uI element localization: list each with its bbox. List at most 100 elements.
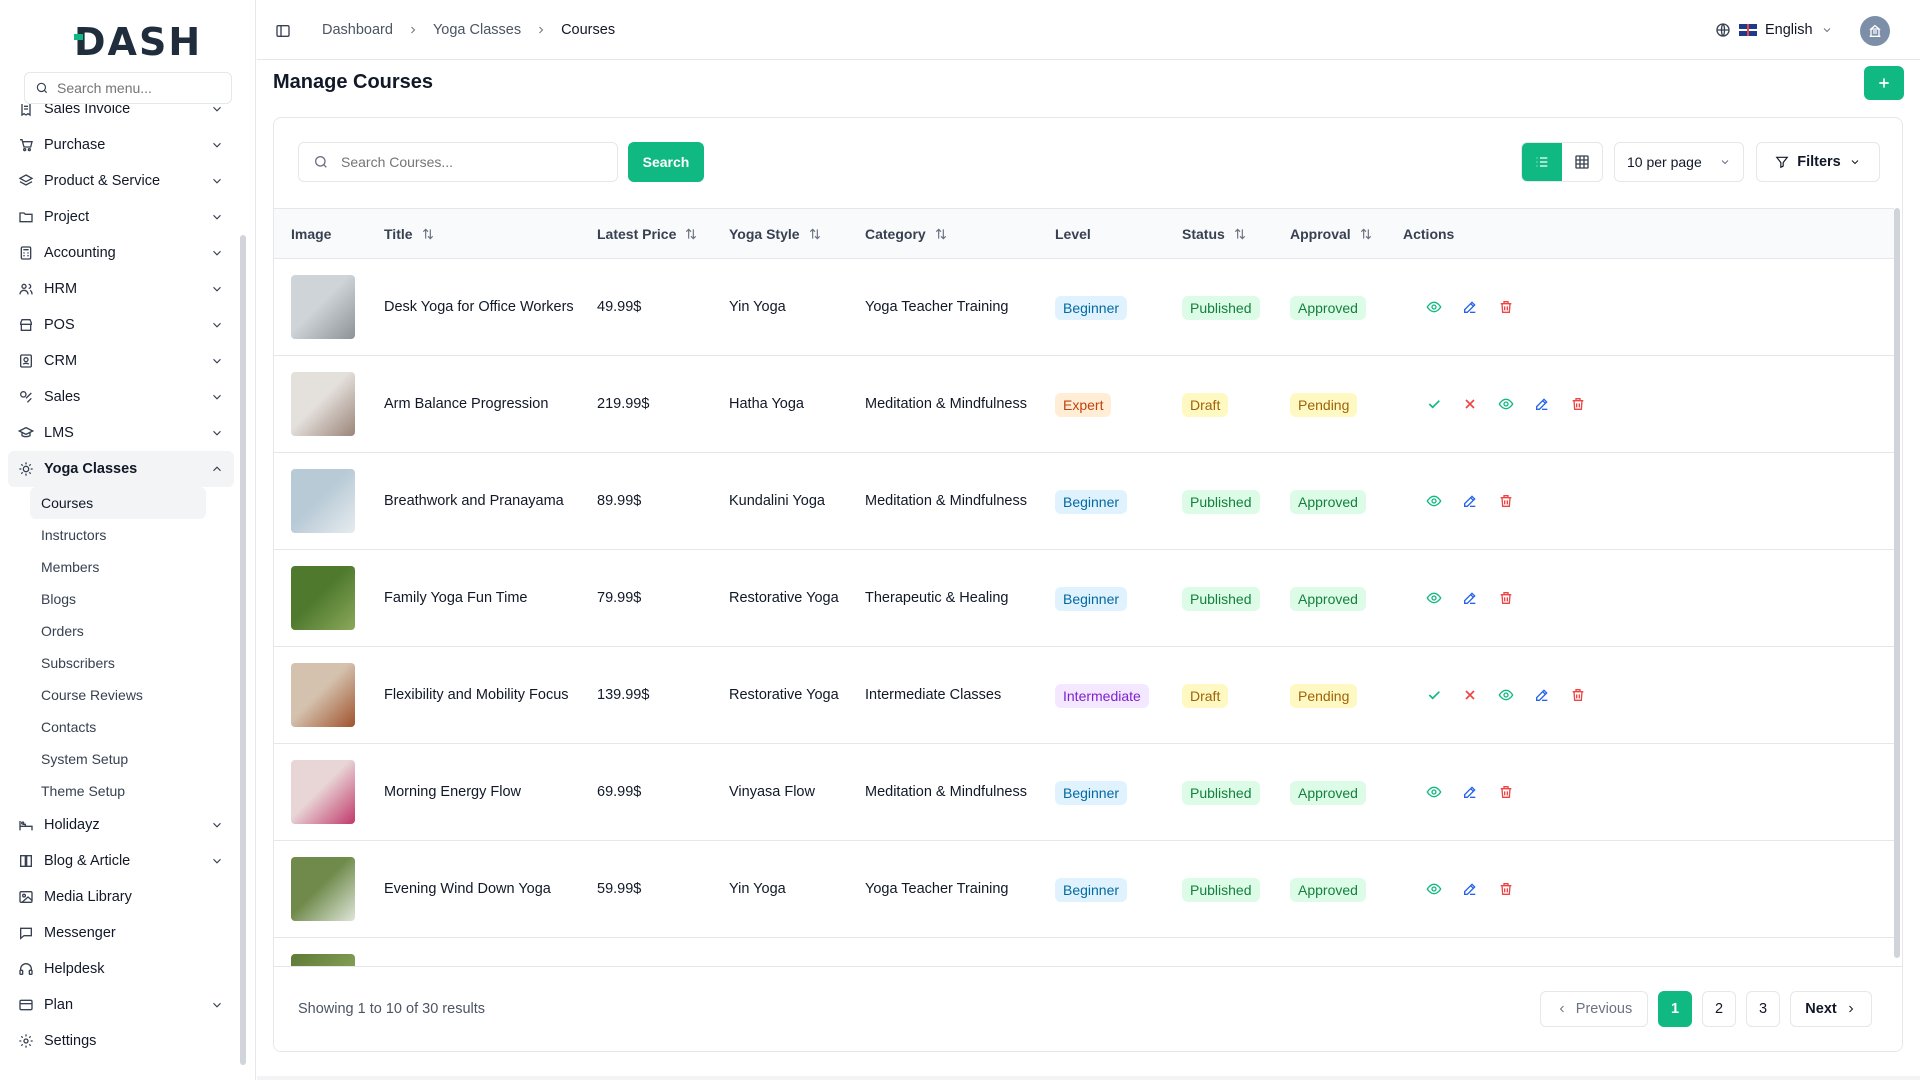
column-header-latest-price[interactable]: Latest Price <box>597 226 698 242</box>
delete-icon[interactable] <box>1498 784 1514 800</box>
page-3-button[interactable]: 3 <box>1746 991 1780 1027</box>
sidebar-item-holidayz[interactable]: Holidayz <box>8 807 234 843</box>
column-header-yoga-style[interactable]: Yoga Style <box>729 226 822 242</box>
course-title: Evening Wind Down Yoga <box>384 881 551 897</box>
edit-icon[interactable] <box>1462 784 1478 800</box>
sidebar-item-blog-and-article[interactable]: Blog & Article <box>8 843 234 879</box>
delete-icon[interactable] <box>1498 493 1514 509</box>
column-header-approval[interactable]: Approval <box>1290 226 1373 242</box>
sidebar-item-purchase[interactable]: Purchase <box>8 127 234 163</box>
course-search[interactable] <box>298 142 618 182</box>
sidebar-item-hrm[interactable]: HRM <box>8 271 234 307</box>
add-course-button[interactable] <box>1864 66 1904 100</box>
sidebar-search[interactable] <box>24 72 232 104</box>
sidebar-item-yoga-classes[interactable]: Yoga Classes <box>8 451 234 487</box>
card-icon-wrap <box>18 997 34 1013</box>
approval-badge: Approved <box>1290 490 1366 514</box>
invoice-icon <box>21 104 31 117</box>
book-icon <box>20 855 32 867</box>
submenu-item-members[interactable]: Members <box>41 559 100 575</box>
column-header-status[interactable]: Status <box>1182 226 1247 242</box>
page-1-button[interactable]: 1 <box>1658 991 1692 1027</box>
sort-icon <box>1234 228 1245 240</box>
status-badge: Published <box>1182 781 1260 805</box>
delete-icon[interactable] <box>1570 687 1586 703</box>
edit-icon[interactable] <box>1462 299 1478 315</box>
grid-view-button[interactable] <box>1562 143 1602 181</box>
level-badge: Intermediate <box>1055 684 1149 708</box>
view-icon[interactable] <box>1498 396 1514 412</box>
submenu-item-theme-setup[interactable]: Theme Setup <box>41 783 126 799</box>
sidebar-item-sales-invoice[interactable]: Sales Invoice <box>8 104 234 127</box>
page-2-button[interactable]: 2 <box>1702 991 1736 1027</box>
breadcrumb-dashboard[interactable]: Dashboard <box>322 22 393 38</box>
sidebar-item-sales[interactable]: Sales <box>8 379 234 415</box>
delete-icon[interactable] <box>1570 396 1586 412</box>
next-button[interactable]: Next <box>1790 991 1872 1027</box>
check-icon[interactable] <box>1426 687 1442 703</box>
delete-icon[interactable] <box>1498 590 1514 606</box>
view-icon[interactable] <box>1426 493 1442 509</box>
submenu-item-courses[interactable]: Courses <box>30 487 206 519</box>
course-price: 69.99$ <box>597 784 642 800</box>
filters-button[interactable]: Filters <box>1756 142 1880 182</box>
submenu-item-orders[interactable]: Orders <box>41 623 84 639</box>
sidebar-item-helpdesk[interactable]: Helpdesk <box>8 951 234 987</box>
delete-icon[interactable] <box>1498 881 1514 897</box>
check-icon[interactable] <box>1426 396 1442 412</box>
submenu-item-instructors[interactable]: Instructors <box>41 527 107 543</box>
user-avatar[interactable] <box>1860 16 1890 46</box>
delete-icon[interactable] <box>1498 299 1514 315</box>
graduation-icon <box>18 426 34 438</box>
view-icon[interactable] <box>1426 299 1442 315</box>
language-selector[interactable]: English <box>1715 22 1833 38</box>
edit-icon[interactable] <box>1462 590 1478 606</box>
course-category: Meditation & Mindfulness <box>865 493 1027 509</box>
search-button[interactable]: Search <box>628 142 704 182</box>
view-icon[interactable] <box>1426 784 1442 800</box>
sidebar-item-accounting[interactable]: Accounting <box>8 235 234 271</box>
column-header-title[interactable]: Title <box>384 226 435 242</box>
previous-button[interactable]: Previous <box>1540 991 1648 1027</box>
column-header-category[interactable]: Category <box>865 226 948 242</box>
submenu-item-blogs[interactable]: Blogs <box>41 591 77 607</box>
sidebar-toggle-icon[interactable] <box>275 23 291 39</box>
edit-icon[interactable] <box>1534 687 1550 703</box>
sidebar-search-input[interactable] <box>57 80 217 96</box>
sidebar-item-lms[interactable]: LMS <box>8 415 234 451</box>
view-icon[interactable] <box>1426 881 1442 897</box>
view-icon[interactable] <box>1426 590 1442 606</box>
submenu-item-course-reviews[interactable]: Course Reviews <box>41 687 143 703</box>
edit-icon[interactable] <box>1534 396 1550 412</box>
close-icon[interactable] <box>1462 687 1478 703</box>
app-logo[interactable]: DASH <box>74 20 203 64</box>
column-header-image: Image <box>291 226 331 242</box>
sidebar-item-pos[interactable]: POS <box>8 307 234 343</box>
submenu-item-contacts[interactable]: Contacts <box>41 719 97 735</box>
headset-icon-wrap <box>18 961 34 977</box>
table-row: Desk Yoga for Office Workers 49.99$ Yin Yo… <box>274 259 1894 356</box>
sidebar-scrollbar[interactable] <box>240 235 246 1065</box>
view-icon[interactable] <box>1498 687 1514 703</box>
sidebar-item-media-library[interactable]: Media Library <box>8 879 234 915</box>
sidebar-item-label: Plan <box>44 997 74 1013</box>
sidebar-item-messenger[interactable]: Messenger <box>8 915 234 951</box>
edit-icon[interactable] <box>1462 881 1478 897</box>
breadcrumb-yoga-classes[interactable]: Yoga Classes <box>432 22 522 38</box>
table-scrollbar[interactable] <box>1894 208 1900 958</box>
sidebar-item-project[interactable]: Project <box>8 199 234 235</box>
close-icon[interactable] <box>1462 396 1478 412</box>
submenu-item-subscribers[interactable]: Subscribers <box>41 655 115 671</box>
course-search-input[interactable] <box>341 154 601 170</box>
sidebar-item-crm[interactable]: CRM <box>8 343 234 379</box>
submenu-item-system-setup[interactable]: System Setup <box>41 751 129 767</box>
course-price: 219.99$ <box>597 396 650 412</box>
status-badge: Draft <box>1182 684 1229 708</box>
edit-icon[interactable] <box>1462 493 1478 509</box>
sidebar-item-plan[interactable]: Plan <box>8 987 234 1023</box>
sidebar-item-label: Holidayz <box>44 817 100 833</box>
per-page-select[interactable]: 10 per page <box>1614 142 1744 182</box>
list-view-button[interactable] <box>1522 143 1562 181</box>
sidebar-item-product-and-service[interactable]: Product & Service <box>8 163 234 199</box>
sidebar-item-settings[interactable]: Settings <box>8 1023 234 1059</box>
